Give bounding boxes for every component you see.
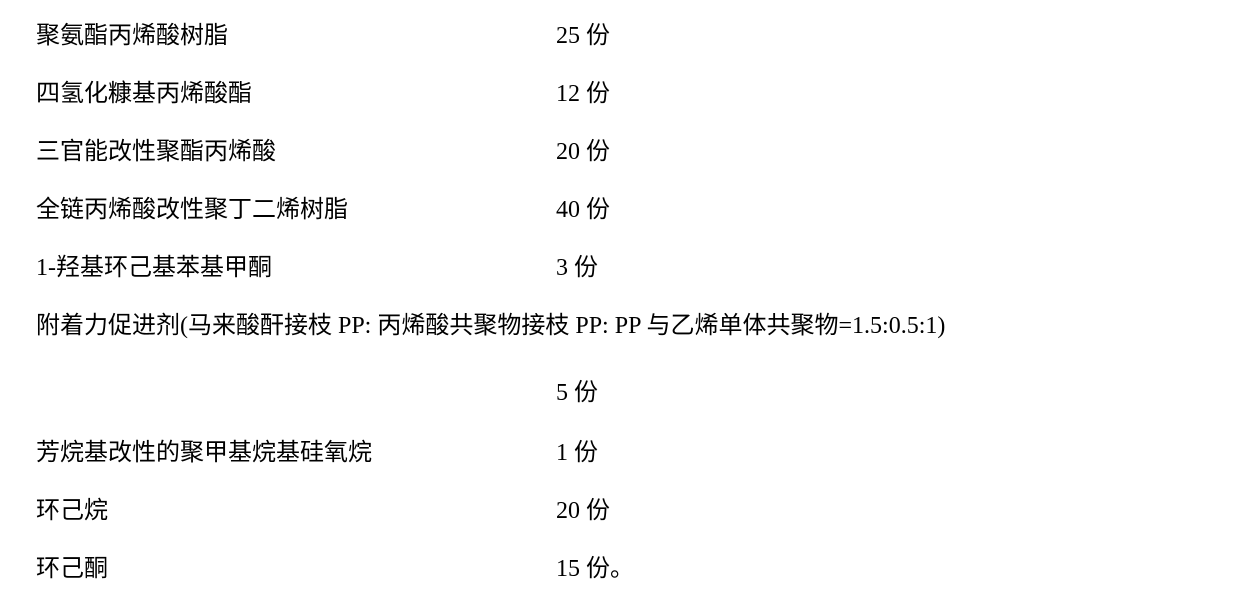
- ingredient-name: 环己酮: [36, 557, 556, 581]
- ingredient-qty: 15 份。: [556, 557, 634, 581]
- ingredient-name: 芳烷基改性的聚甲基烷基硅氧烷: [36, 441, 556, 465]
- ingredient-qty: 12 份: [556, 82, 610, 106]
- ingredient-qty: 3 份: [556, 256, 598, 280]
- ingredient-name: 聚氨酯丙烯酸树脂: [36, 24, 556, 48]
- ingredient-row: 全链丙烯酸改性聚丁二烯树脂 40 份: [36, 198, 1204, 222]
- ingredient-name: 1-羟基环己基苯基甲酮: [36, 256, 556, 280]
- ingredient-name: 四氢化糠基丙烯酸酯: [36, 82, 556, 106]
- ingredient-row: 聚氨酯丙烯酸树脂 25 份: [36, 24, 1204, 48]
- ingredient-name: 附着力促进剂(马来酸酐接枝 PP: 丙烯酸共聚物接枝 PP: PP 与乙烯单体共…: [36, 313, 945, 339]
- ingredient-qty: 40 份: [556, 198, 610, 222]
- ingredient-row-long: 附着力促进剂(马来酸酐接枝 PP: 丙烯酸共聚物接枝 PP: PP 与乙烯单体共…: [36, 314, 1204, 338]
- ingredient-qty: 1 份: [556, 441, 598, 465]
- ingredient-qty: 25 份: [556, 24, 610, 48]
- ingredient-name: 全链丙烯酸改性聚丁二烯树脂: [36, 198, 556, 222]
- ingredient-qty: 5 份: [36, 372, 1204, 407]
- ingredient-row: 环己酮 15 份。: [36, 557, 1204, 581]
- ingredient-row: 三官能改性聚酯丙烯酸 20 份: [36, 140, 1204, 164]
- ingredient-row: 1-羟基环己基苯基甲酮 3 份: [36, 256, 1204, 280]
- ingredient-list: 聚氨酯丙烯酸树脂 25 份 四氢化糠基丙烯酸酯 12 份 三官能改性聚酯丙烯酸 …: [0, 0, 1240, 605]
- ingredient-row: 四氢化糠基丙烯酸酯 12 份: [36, 82, 1204, 106]
- ingredient-row: 芳烷基改性的聚甲基烷基硅氧烷 1 份: [36, 441, 1204, 465]
- ingredient-qty: 20 份: [556, 499, 610, 523]
- ingredient-qty: 20 份: [556, 140, 610, 164]
- ingredient-row: 环己烷 20 份: [36, 499, 1204, 523]
- ingredient-name: 三官能改性聚酯丙烯酸: [36, 140, 556, 164]
- ingredient-name: 环己烷: [36, 499, 556, 523]
